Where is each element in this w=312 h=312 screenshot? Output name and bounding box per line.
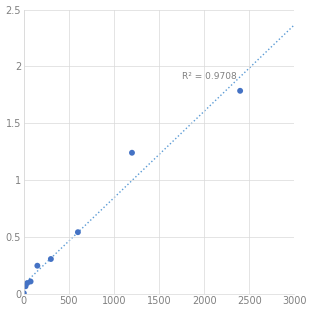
Text: R² = 0.9708: R² = 0.9708 xyxy=(182,72,236,81)
Point xyxy=(238,88,243,93)
Point xyxy=(48,256,53,261)
Point xyxy=(25,280,30,285)
Point xyxy=(23,284,28,289)
Point xyxy=(129,150,134,155)
Point xyxy=(28,279,33,284)
Point xyxy=(76,230,80,235)
Point xyxy=(21,291,26,296)
Point xyxy=(35,263,40,268)
